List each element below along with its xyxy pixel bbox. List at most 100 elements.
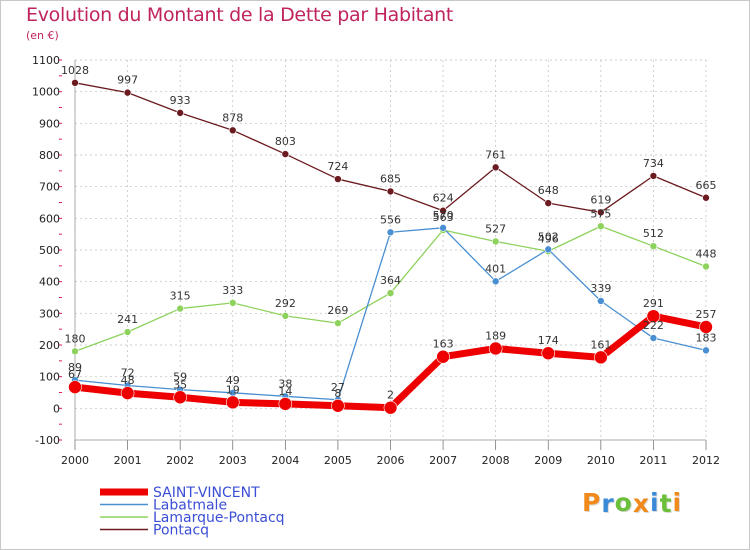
data-point-pontacq xyxy=(334,175,342,183)
data-label-labatmale: 339 xyxy=(590,282,611,295)
data-label-saint-vincent: 35 xyxy=(173,378,187,391)
data-label-lamarque-pontacq: 512 xyxy=(643,227,664,240)
data-point-pontacq xyxy=(702,193,710,202)
data-label-lamarque-pontacq: 269 xyxy=(327,304,348,317)
legend: SAINT-VINCENTLabatmaleLamarque-PontacqPo… xyxy=(100,485,285,539)
data-label-saint-vincent: 189 xyxy=(485,329,506,342)
y-tick-label: -100 xyxy=(35,434,60,447)
data-label-saint-vincent: 2 xyxy=(387,389,394,402)
data-label-lamarque-pontacq: 527 xyxy=(485,222,506,235)
chart-subtitle: (en €) xyxy=(26,29,59,42)
data-point-saint-vincent xyxy=(594,350,608,365)
data-label-pontacq: 724 xyxy=(327,160,348,173)
data-point-lamarque-pontacq xyxy=(71,347,79,356)
data-point-pontacq xyxy=(123,88,132,97)
data-label-pontacq: 933 xyxy=(170,94,191,107)
data-label-pontacq: 648 xyxy=(538,184,559,197)
data-label-pontacq: 997 xyxy=(117,74,138,87)
y-tick-label: 600 xyxy=(39,212,60,225)
data-label-lamarque-pontacq: 292 xyxy=(275,297,296,310)
legend-label-labatmale: Labatmale xyxy=(153,498,227,514)
x-tick-label: 2010 xyxy=(587,454,615,467)
x-tick-label: 2002 xyxy=(166,454,194,467)
data-point-lamarque-pontacq xyxy=(123,328,132,336)
logo-letter: o xyxy=(614,488,633,517)
x-tick-label: 2009 xyxy=(534,454,562,467)
data-point-labatmale xyxy=(649,334,658,342)
data-point-saint-vincent xyxy=(383,400,398,415)
logo-letter: r xyxy=(601,489,615,518)
y-tick-label: 700 xyxy=(39,181,60,194)
data-point-saint-vincent xyxy=(646,309,661,323)
logo-letter: x xyxy=(632,489,650,518)
data-label-labatmale: 222 xyxy=(643,319,664,332)
data-label-labatmale: 59 xyxy=(173,371,187,384)
proxiti-logo: Proxiti xyxy=(582,488,683,518)
data-point-labatmale xyxy=(386,228,395,237)
data-label-saint-vincent: 174 xyxy=(538,334,559,347)
chart-title: Evolution du Montant de la Dette par Hab… xyxy=(26,4,454,26)
axes: -100 0 100 200 300 400 500 600 700 800 900 1000 1100… xyxy=(32,54,720,467)
data-point-pontacq xyxy=(491,163,500,172)
data-label-lamarque-pontacq: 496 xyxy=(538,232,559,245)
data-label-pontacq: 619 xyxy=(590,193,611,206)
data-point-pontacq xyxy=(439,206,447,215)
y-tick-label: 800 xyxy=(39,149,60,162)
data-point-saint-vincent xyxy=(278,397,293,411)
data-label-pontacq: 685 xyxy=(380,172,401,185)
data-point-saint-vincent xyxy=(173,390,187,405)
legend-label-saint-vincent: SAINT-VINCENT xyxy=(153,485,260,501)
data-point-pontacq xyxy=(281,150,290,158)
data-label-lamarque-pontacq: 563 xyxy=(433,211,454,224)
x-tick-label: 2001 xyxy=(114,454,142,467)
data-point-saint-vincent xyxy=(68,380,82,394)
data-label-saint-vincent: 67 xyxy=(68,368,82,381)
data-point-lamarque-pontacq xyxy=(491,237,500,246)
data-label-lamarque-pontacq: 575 xyxy=(590,207,611,220)
data-point-pontacq xyxy=(649,172,658,180)
data-label-labatmale: 27 xyxy=(331,381,345,394)
logo-letter: t xyxy=(659,489,673,518)
logo-letter: i xyxy=(672,488,683,517)
data-point-lamarque-pontacq xyxy=(228,299,237,307)
data-point-lamarque-pontacq xyxy=(702,262,710,271)
data-label-saint-vincent: 48 xyxy=(121,374,135,387)
data-label-labatmale: 183 xyxy=(696,331,717,344)
data-label-pontacq: 665 xyxy=(696,179,717,192)
x-tick-label: 2003 xyxy=(219,454,247,467)
data-label-saint-vincent: 257 xyxy=(696,308,717,321)
data-point-lamarque-pontacq xyxy=(281,312,290,320)
data-label-saint-vincent: 161 xyxy=(590,338,611,351)
x-tick-label: 2008 xyxy=(482,454,510,467)
x-tick-label: 2012 xyxy=(692,454,720,467)
data-point-saint-vincent xyxy=(541,346,556,361)
data-point-lamarque-pontacq xyxy=(176,304,184,313)
data-label-saint-vincent: 163 xyxy=(433,338,454,351)
data-label-labatmale: 502 xyxy=(538,230,559,243)
data-label-lamarque-pontacq: 241 xyxy=(117,313,138,326)
data-point-saint-vincent xyxy=(699,320,713,334)
data-point-labatmale xyxy=(491,277,500,286)
data-label-pontacq: 803 xyxy=(275,135,296,148)
data-point-lamarque-pontacq xyxy=(334,319,342,327)
data-label-labatmale: 49 xyxy=(226,374,240,387)
data-label-labatmale: 89 xyxy=(68,361,82,374)
logo-letter: P xyxy=(582,488,602,517)
y-tick-label: 1000 xyxy=(32,86,60,99)
data-label-lamarque-pontacq: 180 xyxy=(65,332,86,345)
data-label-labatmale: 72 xyxy=(121,367,135,380)
x-tick-label: 2005 xyxy=(324,454,352,467)
data-label-lamarque-pontacq: 448 xyxy=(696,247,717,260)
data-point-lamarque-pontacq xyxy=(597,222,605,231)
y-tick-label: 500 xyxy=(39,244,60,257)
data-label-lamarque-pontacq: 315 xyxy=(170,290,191,303)
data-point-pontacq xyxy=(544,199,553,207)
x-tick-label: 2007 xyxy=(429,454,457,467)
data-label-labatmale: 401 xyxy=(485,262,506,275)
data-point-saint-vincent xyxy=(436,349,450,364)
data-label-saint-vincent: 291 xyxy=(643,297,664,310)
y-tick-label: 0 xyxy=(53,402,60,415)
data-point-saint-vincent xyxy=(120,386,135,400)
data-point-labatmale xyxy=(439,224,447,232)
